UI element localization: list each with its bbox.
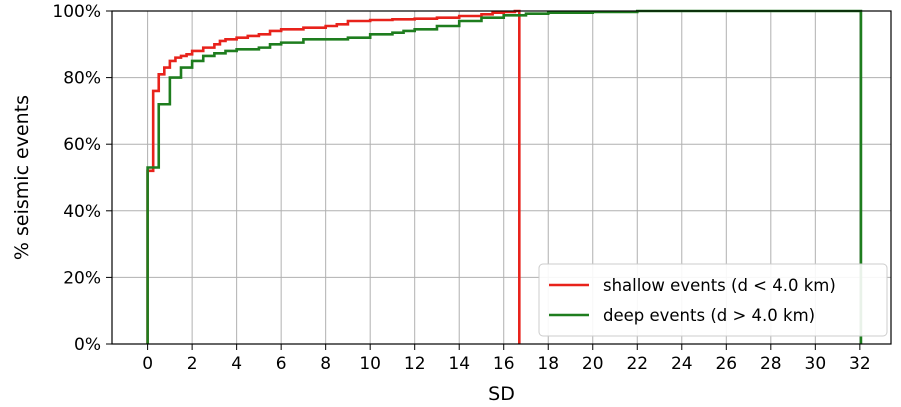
x-tick-label: 4 (231, 354, 242, 374)
y-tick-label: 60% (63, 135, 101, 155)
legend-label-shallow: shallow events (d < 4.0 km) (603, 276, 836, 295)
x-tick-label: 16 (493, 354, 515, 374)
y-tick-label: 100% (52, 2, 101, 22)
y-axis-label: % seismic events (11, 95, 33, 260)
series-layer (146, 9, 863, 344)
y-tick-label: 20% (63, 268, 101, 288)
plot-frame (111, 10, 892, 345)
x-tick-label: 6 (276, 354, 287, 374)
legend: shallow events (d < 4.0 km) deep events … (538, 263, 888, 337)
y-ticks: 0% 20% 40% 60% 80% 100% (52, 2, 112, 355)
y-tick-label: 0% (74, 335, 101, 355)
y-tick-label: 40% (63, 202, 101, 222)
x-tick-label: 10 (359, 354, 381, 374)
x-ticks: 0 2 4 6 8 10 12 14 16 18 20 22 24 26 28 30 32 (142, 344, 871, 374)
x-tick-label: 14 (448, 354, 470, 374)
series-line-0 (146, 9, 521, 344)
x-tick-label: 0 (142, 354, 153, 374)
x-tick-label: 12 (404, 354, 426, 374)
x-tick-label: 24 (671, 354, 693, 374)
x-tick-label: 20 (582, 354, 604, 374)
x-tick-label: 26 (715, 354, 737, 374)
y-tick-label: 80% (63, 69, 101, 89)
x-tick-label: 22 (626, 354, 648, 374)
x-tick-label: 18 (537, 354, 559, 374)
x-axis-label: SD (488, 383, 515, 405)
legend-label-deep: deep events (d > 4.0 km) (603, 306, 815, 325)
x-tick-label: 28 (760, 354, 782, 374)
x-tick-label: 30 (805, 354, 827, 374)
legend-box (538, 263, 888, 337)
x-tick-label: 2 (187, 354, 198, 374)
x-tick-label: 8 (320, 354, 331, 374)
series-line-1 (146, 9, 863, 344)
x-tick-label: 32 (849, 354, 871, 374)
